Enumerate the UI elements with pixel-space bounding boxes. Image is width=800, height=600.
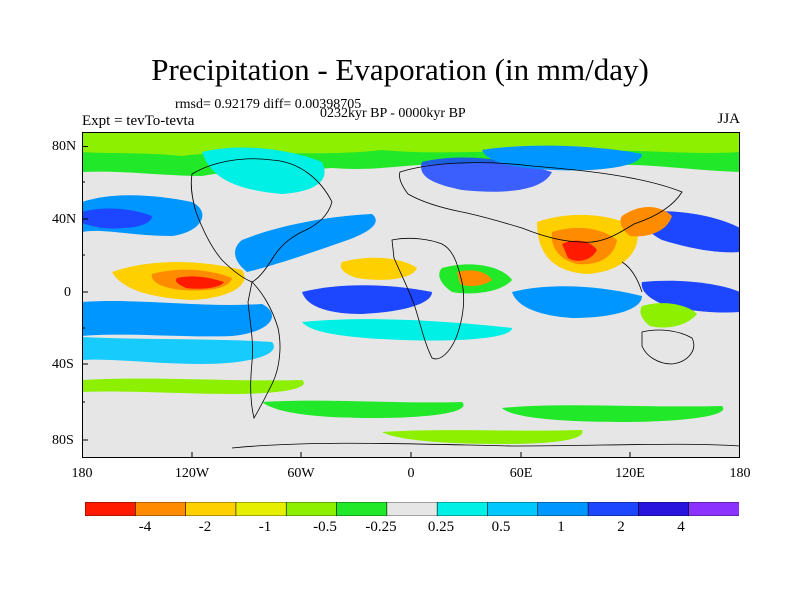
colorbar-swatch <box>185 502 237 516</box>
north-pacific-darkblue <box>82 208 152 229</box>
colorbar-label: 0.25 <box>427 519 455 535</box>
africa-orange <box>457 270 492 287</box>
indian-ocean-blue <box>512 286 642 318</box>
colorbar-swatch <box>285 502 338 516</box>
south-pacific-cyan <box>82 337 274 364</box>
colorbar-label: 1 <box>557 519 565 535</box>
tropical-atlantic-yellow <box>340 257 417 280</box>
tropical-atlantic-blue <box>302 285 432 314</box>
colorbar-label: -4 <box>138 519 152 535</box>
coastlines <box>190 158 740 449</box>
x-tick-label: 0 <box>407 466 415 481</box>
y-tick-label: 80N <box>52 139 77 154</box>
experiment-label: Expt = tevTo-tevta <box>82 113 195 129</box>
colorbar-swatch <box>235 502 288 516</box>
colorbar-label: -1 <box>258 519 272 535</box>
north-america-cyan <box>202 147 325 194</box>
colorbar-label: -2 <box>198 519 212 535</box>
south-asia-red <box>562 240 597 261</box>
colorbar-label: -0.25 <box>365 519 397 535</box>
colorbar-label: 0.5 <box>491 519 511 535</box>
x-tick-label: 180 <box>71 466 93 481</box>
y-tick-label: 80S <box>52 433 74 448</box>
x-tick-label: 120W <box>174 466 210 481</box>
south-atlantic-cyan <box>302 319 512 341</box>
colorbar-label: -0.5 <box>313 519 337 535</box>
colorbar <box>85 502 739 516</box>
colorbar-swatch <box>436 502 489 516</box>
x-tick-label: 60W <box>287 466 315 481</box>
antarctic-green-1 <box>262 400 464 418</box>
tick-marks <box>82 146 631 458</box>
tropical-pacific-blue <box>82 301 272 337</box>
colorbar-swatch <box>638 502 690 516</box>
map-title: Precipitation - Evaporation (in mm/day) <box>151 52 649 87</box>
colorbar-swatch <box>537 502 589 516</box>
period-text: 0232kyr BP - 0000kyr BP <box>320 106 466 121</box>
colorbar-swatch <box>688 502 739 516</box>
antarctic-green-2 <box>502 405 724 422</box>
y-tick-label: 0 <box>64 285 71 300</box>
colorbar-swatch <box>487 502 539 516</box>
southern-ocean-green <box>82 378 304 394</box>
x-tick-label: 120E <box>615 466 645 481</box>
antarctic-lime <box>382 430 583 444</box>
colorbar-swatch <box>85 502 137 516</box>
season-label: JJA <box>717 111 740 127</box>
east-asia-orange <box>620 206 672 237</box>
colorbar-label: 4 <box>677 519 685 535</box>
x-tick-label: 180 <box>729 466 751 481</box>
east-pacific-red <box>176 276 224 289</box>
y-tick-label: 40N <box>52 212 77 227</box>
asia-lightblue <box>482 145 642 171</box>
x-tick-label: 60E <box>509 466 533 481</box>
map-plot <box>82 132 740 458</box>
atlantic-blue <box>235 214 376 272</box>
colorbar-swatch <box>587 502 640 516</box>
colorbar-swatch <box>135 502 187 516</box>
maritime-cont-green <box>640 303 697 328</box>
y-tick-label: 40S <box>52 357 74 372</box>
colorbar-label: 2 <box>617 519 625 535</box>
colorbar-swatch <box>386 502 438 516</box>
stats-text: rmsd= 0.92179 diff= 0.00398705 <box>175 97 362 112</box>
colorbar-swatch <box>336 502 388 516</box>
